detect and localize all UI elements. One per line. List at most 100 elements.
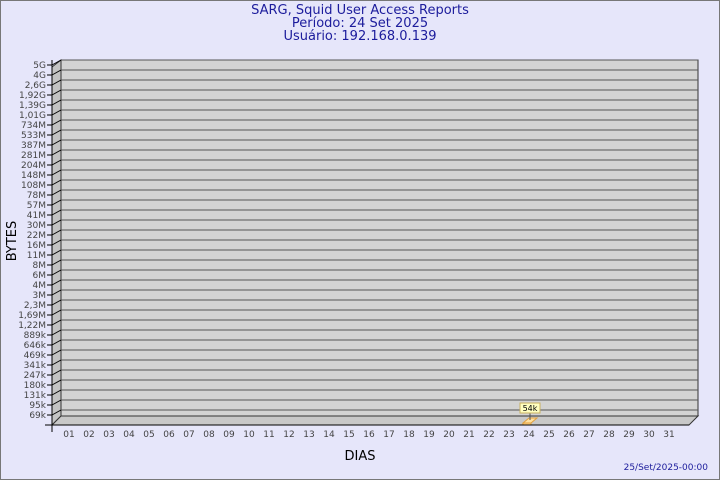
y-tick-depth bbox=[51, 319, 62, 326]
y-tick-depth bbox=[51, 309, 62, 316]
x-tick-label: 25 bbox=[543, 430, 554, 440]
x-tick-label: 01 bbox=[63, 430, 74, 440]
x-tick-label: 08 bbox=[203, 430, 215, 440]
y-tick-depth bbox=[51, 59, 62, 66]
footer-timestamp: 25/Set/2025-00:00 bbox=[624, 463, 709, 473]
y-axis-label: BYTES bbox=[5, 221, 20, 262]
y-tick-label: 16M bbox=[27, 241, 46, 251]
x-tick-label: 14 bbox=[323, 430, 335, 440]
data-label-box bbox=[519, 402, 541, 414]
y-tick-label: 1,39G bbox=[19, 101, 46, 111]
y-tick-label: 734M bbox=[21, 121, 46, 131]
x-tick-label: 24 bbox=[523, 430, 535, 440]
y-tick-depth bbox=[51, 189, 62, 196]
y-tick-depth bbox=[51, 329, 62, 336]
x-tick-label: 03 bbox=[103, 430, 114, 440]
data-label: 54k bbox=[523, 404, 538, 413]
y-tick-depth bbox=[51, 379, 62, 386]
x-tick-label: 22 bbox=[483, 430, 494, 440]
y-tick-depth bbox=[51, 179, 62, 186]
y-tick-label: 646k bbox=[24, 341, 47, 351]
bar-top bbox=[521, 417, 539, 424]
y-tick-depth bbox=[51, 349, 62, 356]
x-tick-label: 07 bbox=[183, 430, 194, 440]
x-tick-label: 29 bbox=[623, 430, 635, 440]
x-tick-label: 16 bbox=[363, 430, 375, 440]
x-tick-label: 18 bbox=[403, 430, 415, 440]
x-axis-label: DIAS bbox=[345, 449, 376, 464]
plot-back-wall bbox=[60, 59, 699, 417]
x-tick-label: 19 bbox=[423, 430, 435, 440]
y-tick-label: 95k bbox=[29, 401, 46, 411]
plot-floor bbox=[50, 415, 700, 426]
y-tick-depth bbox=[51, 369, 62, 376]
y-tick-depth bbox=[51, 339, 62, 346]
y-tick-depth bbox=[51, 229, 62, 236]
chart-title: SARG, Squid User Access Reports bbox=[251, 3, 469, 18]
x-tick-label: 10 bbox=[243, 430, 255, 440]
y-tick-label: 148M bbox=[21, 171, 46, 181]
y-tick-label: 281M bbox=[21, 151, 46, 161]
y-tick-depth bbox=[51, 159, 62, 166]
y-tick-label: 5G bbox=[33, 61, 46, 71]
y-tick-depth bbox=[51, 169, 62, 176]
y-tick-label: 41M bbox=[27, 211, 46, 221]
y-tick-label: 1,22M bbox=[18, 321, 46, 331]
y-tick-depth bbox=[51, 219, 62, 226]
x-tick-label: 28 bbox=[603, 430, 615, 440]
y-tick-label: 180k bbox=[24, 381, 47, 391]
y-tick-label: 533M bbox=[21, 131, 46, 141]
y-tick-label: 69k bbox=[29, 411, 46, 421]
y-tick-label: 30M bbox=[27, 221, 46, 231]
x-tick-label: 23 bbox=[503, 430, 514, 440]
x-tick-label: 15 bbox=[343, 430, 354, 440]
x-tick-label: 05 bbox=[143, 430, 154, 440]
chart-period: Período: 24 Set 2025 bbox=[291, 16, 429, 31]
x-tick-label: 17 bbox=[383, 430, 394, 440]
y-tick-depth bbox=[51, 69, 62, 76]
x-tick-label: 09 bbox=[223, 430, 235, 440]
y-tick-label: 1,69M bbox=[18, 311, 46, 321]
y-tick-depth bbox=[51, 409, 62, 416]
y-tick-label: 6M bbox=[33, 271, 47, 281]
y-tick-label: 78M bbox=[27, 191, 46, 201]
y-tick-label: 204M bbox=[21, 161, 46, 171]
x-tick-label: 27 bbox=[583, 430, 594, 440]
y-tick-depth bbox=[51, 239, 62, 246]
y-tick-label: 8M bbox=[33, 261, 47, 271]
y-tick-label: 341k bbox=[24, 361, 47, 371]
y-tick-label: 11M bbox=[27, 251, 46, 261]
y-tick-label: 3M bbox=[33, 291, 47, 301]
x-tick-label: 31 bbox=[663, 430, 674, 440]
y-tick-depth bbox=[51, 99, 62, 106]
y-tick-label: 108M bbox=[21, 181, 46, 191]
x-tick-label: 04 bbox=[123, 430, 135, 440]
y-tick-label: 889k bbox=[24, 331, 47, 341]
y-tick-label: 1,92G bbox=[19, 91, 46, 101]
x-tick-label: 26 bbox=[563, 430, 575, 440]
y-tick-label: 2,3M bbox=[24, 301, 46, 311]
y-tick-depth bbox=[51, 89, 62, 96]
y-tick-depth bbox=[51, 149, 62, 156]
y-tick-depth bbox=[51, 139, 62, 146]
y-tick-label: 387M bbox=[21, 141, 46, 151]
y-tick-label: 4G bbox=[33, 71, 46, 81]
y-tick-label: 469k bbox=[24, 351, 47, 361]
y-tick-depth bbox=[51, 289, 62, 296]
x-tick-label: 12 bbox=[283, 430, 294, 440]
y-tick-depth bbox=[51, 299, 62, 306]
y-tick-label: 57M bbox=[27, 201, 46, 211]
x-tick-label: 13 bbox=[303, 430, 314, 440]
y-tick-depth bbox=[51, 279, 62, 286]
x-tick-label: 11 bbox=[263, 430, 274, 440]
y-tick-depth bbox=[51, 109, 62, 116]
x-tick-label: 06 bbox=[163, 430, 175, 440]
y-tick-depth bbox=[51, 269, 62, 276]
y-tick-depth bbox=[51, 199, 62, 206]
x-tick-label: 20 bbox=[443, 430, 455, 440]
y-tick-depth bbox=[51, 249, 62, 256]
x-tick-label: 02 bbox=[83, 430, 94, 440]
y-tick-depth bbox=[51, 129, 62, 136]
y-tick-depth bbox=[51, 359, 62, 366]
